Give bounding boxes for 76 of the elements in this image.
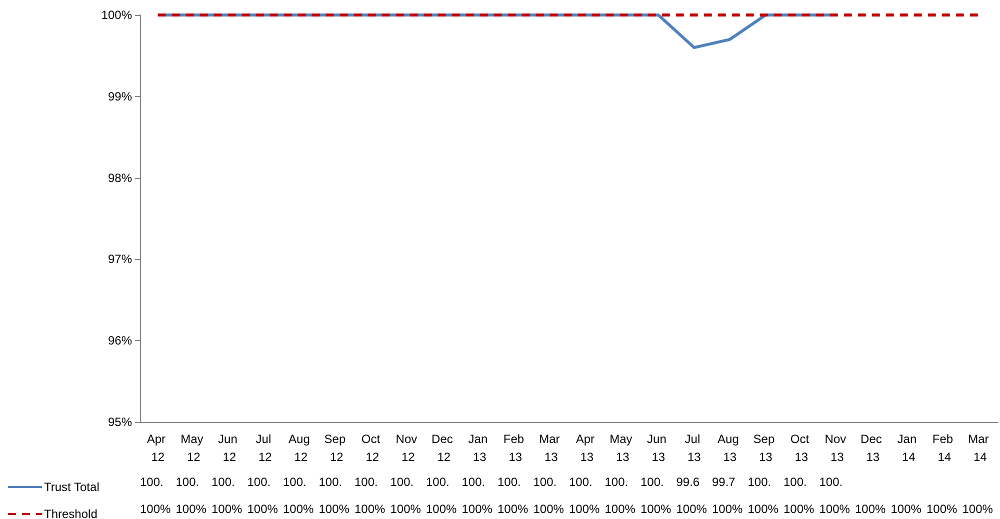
y-tick-label: 96% — [108, 334, 132, 348]
data-label: 100% — [819, 502, 850, 516]
data-label: 100. — [211, 475, 235, 489]
data-label: 100. — [282, 475, 306, 489]
legend-label: Threshold — [44, 507, 98, 519]
y-tick-label: 95% — [108, 415, 132, 429]
data-label: 100% — [854, 502, 886, 516]
data-label: 100. — [140, 475, 164, 489]
data-label: 99.7 — [712, 475, 736, 489]
legend-label: Trust Total — [44, 480, 100, 494]
data-label: 100% — [282, 502, 314, 516]
data-label: 100% — [176, 502, 207, 516]
x-tick-label: Jan 13 — [468, 432, 491, 464]
data-label: 100. — [176, 475, 200, 489]
data-label: 100. — [640, 475, 664, 489]
x-tick-label: Oct 13 — [790, 432, 812, 464]
data-label: 100% — [748, 502, 779, 516]
data-label: 100% — [712, 502, 743, 516]
data-label: 100. — [533, 475, 557, 489]
data-label: 100. — [318, 475, 342, 489]
data-label: 100. — [390, 475, 414, 489]
data-label: 100% — [533, 502, 564, 516]
data-label: 100% — [890, 502, 922, 516]
x-tick-label: Oct 12 — [361, 432, 384, 464]
data-label: 100. — [354, 475, 378, 489]
x-tick-label: Mar 14 — [968, 432, 992, 464]
y-tick-label: 97% — [108, 252, 132, 266]
x-tick-label: Feb 13 — [503, 432, 528, 464]
x-tick-label: Dec 13 — [860, 432, 886, 464]
data-label: 100% — [676, 502, 708, 516]
data-label: 99.6 — [676, 475, 700, 489]
x-tick-label: Apr 12 — [146, 432, 169, 464]
x-tick-label: Jul 13 — [684, 432, 704, 464]
x-tick-label: Jul 12 — [256, 432, 274, 464]
data-label: 100. — [568, 475, 592, 489]
x-tick-label: Dec 12 — [432, 432, 456, 464]
x-tick-label: May 12 — [180, 432, 207, 464]
data-label: 100% — [640, 502, 672, 516]
data-label: 100. — [497, 475, 521, 489]
y-tick-label: 100% — [101, 8, 132, 22]
data-label: 100% — [318, 502, 350, 516]
data-label: 100. — [426, 475, 450, 489]
data-label: 100. — [604, 475, 628, 489]
data-label: 100% — [354, 502, 386, 516]
data-label: 100% — [568, 502, 600, 516]
data-label: 100% — [783, 502, 814, 516]
x-tick-label: Aug 13 — [718, 432, 742, 464]
data-label: 100% — [926, 502, 958, 516]
x-tick-label: Jan 14 — [897, 432, 920, 464]
data-label: 100. — [783, 475, 807, 489]
data-label: 100% — [604, 502, 636, 516]
data-label: 100. — [819, 475, 843, 489]
data-label: 100% — [497, 502, 528, 516]
data-label: 100% — [140, 502, 171, 516]
x-tick-label: May 13 — [610, 432, 636, 464]
x-tick-label: Sep 12 — [324, 432, 349, 464]
x-tick-label: Jun 13 — [647, 432, 670, 464]
data-label: 100% — [247, 502, 278, 516]
data-label: 100% — [390, 502, 422, 516]
data-label: 100. — [748, 475, 772, 489]
x-tick-label: Mar 13 — [539, 432, 564, 464]
x-tick-label: Feb 14 — [932, 432, 956, 464]
x-tick-label: Apr 13 — [576, 432, 598, 464]
y-tick-label: 99% — [108, 89, 132, 104]
data-label: 100% — [962, 502, 994, 516]
x-tick-label: Nov 13 — [824, 432, 850, 464]
data-label: 100. — [247, 475, 271, 489]
x-tick-label: Sep 13 — [753, 432, 778, 464]
y-tick-label: 98% — [108, 170, 132, 185]
x-tick-label: Aug 12 — [288, 432, 314, 464]
x-tick-label: Nov 12 — [396, 432, 420, 464]
x-tick-label: Jun 12 — [218, 432, 241, 464]
data-label: 100% — [426, 502, 457, 516]
data-label: 100% — [462, 502, 493, 516]
data-label: 100% — [211, 502, 242, 516]
data-label: 100. — [462, 475, 486, 489]
